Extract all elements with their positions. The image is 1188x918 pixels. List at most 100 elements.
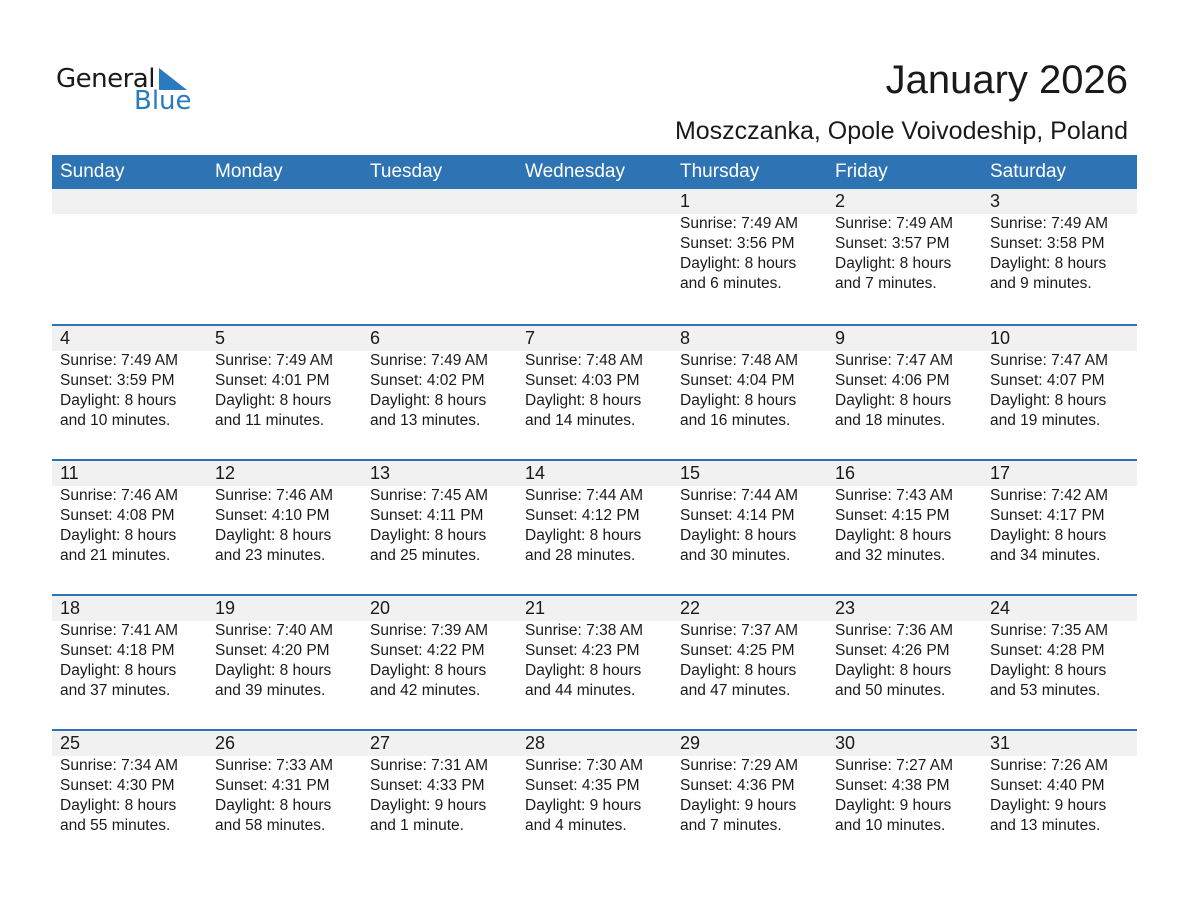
sunrise-text: Sunrise: 7:43 AM bbox=[835, 487, 954, 504]
daylight-text: Daylight: 8 hours bbox=[835, 662, 952, 679]
sunrise-text: Sunrise: 7:38 AM bbox=[525, 622, 644, 639]
empty-day-cell bbox=[207, 189, 362, 324]
sunrise-text: Sunrise: 7:45 AM bbox=[370, 487, 489, 504]
sunrise-text: Sunrise: 7:48 AM bbox=[525, 352, 644, 369]
page-title: January 2026 bbox=[885, 58, 1128, 102]
day-cell: 11 Sunrise: 7:46 AM Sunset: 4:08 PM Dayligh… bbox=[52, 461, 207, 594]
daylight-text: Daylight: 8 hours bbox=[680, 392, 797, 409]
logo-text-blue: Blue bbox=[134, 86, 192, 116]
sunrise-text: Sunrise: 7:49 AM bbox=[60, 352, 179, 369]
daylight-text: Daylight: 8 hours bbox=[990, 527, 1107, 544]
day-cell: 2 Sunrise: 7:49 AM Sunset: 3:57 PM Daylight… bbox=[827, 189, 982, 324]
day-cell: 4 Sunrise: 7:49 AM Sunset: 3:59 PM Daylight… bbox=[52, 326, 207, 459]
daylight-minutes-text: and 55 minutes. bbox=[60, 817, 171, 834]
sunrise-text: Sunrise: 7:47 AM bbox=[835, 352, 954, 369]
sunset-text: Sunset: 3:58 PM bbox=[990, 235, 1105, 252]
day-number: 2 bbox=[835, 191, 846, 211]
daylight-text: Daylight: 8 hours bbox=[370, 527, 487, 544]
day-cell: 14 Sunrise: 7:44 AM Sunset: 4:12 PM Dayligh… bbox=[517, 461, 672, 594]
date-band bbox=[52, 326, 1137, 351]
sunrise-text: Sunrise: 7:29 AM bbox=[680, 757, 799, 774]
day-cell: 19 Sunrise: 7:40 AM Sunset: 4:20 PM Dayligh… bbox=[207, 596, 362, 729]
day-cell: 24 Sunrise: 7:35 AM Sunset: 4:28 PM Dayligh… bbox=[982, 596, 1137, 729]
sunset-text: Sunset: 4:38 PM bbox=[835, 777, 950, 794]
sunset-text: Sunset: 4:11 PM bbox=[370, 507, 484, 524]
day-cell: 7 Sunrise: 7:48 AM Sunset: 4:03 PM Daylight… bbox=[517, 326, 672, 459]
sunrise-text: Sunrise: 7:49 AM bbox=[990, 215, 1109, 232]
sunset-text: Sunset: 4:28 PM bbox=[990, 642, 1105, 659]
weekday-tuesday: Tuesday bbox=[370, 161, 443, 182]
sunrise-text: Sunrise: 7:44 AM bbox=[525, 487, 644, 504]
logo-triangle-icon bbox=[159, 68, 187, 90]
day-cell: 1 Sunrise: 7:49 AM Sunset: 3:56 PM Daylight… bbox=[672, 189, 827, 324]
day-cell: 16 Sunrise: 7:43 AM Sunset: 4:15 PM Dayligh… bbox=[827, 461, 982, 594]
sunset-text: Sunset: 4:23 PM bbox=[525, 642, 640, 659]
sunrise-text: Sunrise: 7:47 AM bbox=[990, 352, 1109, 369]
day-cell: 18 Sunrise: 7:41 AM Sunset: 4:18 PM Dayligh… bbox=[52, 596, 207, 729]
daylight-text: Daylight: 8 hours bbox=[60, 797, 177, 814]
day-number: 10 bbox=[990, 328, 1011, 348]
daylight-minutes-text: and 9 minutes. bbox=[990, 275, 1092, 292]
sunrise-text: Sunrise: 7:40 AM bbox=[215, 622, 334, 639]
day-cell: 5 Sunrise: 7:49 AM Sunset: 4:01 PM Daylight… bbox=[207, 326, 362, 459]
empty-day-cell bbox=[362, 189, 517, 324]
week-row: 11 Sunrise: 7:46 AM Sunset: 4:08 PM Dayligh… bbox=[52, 459, 1137, 594]
sunset-text: Sunset: 4:25 PM bbox=[680, 642, 795, 659]
daylight-minutes-text: and 28 minutes. bbox=[525, 547, 636, 564]
daylight-text: Daylight: 8 hours bbox=[60, 527, 177, 544]
sunrise-text: Sunrise: 7:36 AM bbox=[835, 622, 954, 639]
sunset-text: Sunset: 4:18 PM bbox=[60, 642, 175, 659]
day-number: 19 bbox=[215, 598, 236, 618]
sunset-text: Sunset: 4:35 PM bbox=[525, 777, 640, 794]
day-cell: 12 Sunrise: 7:46 AM Sunset: 4:10 PM Dayligh… bbox=[207, 461, 362, 594]
daylight-minutes-text: and 14 minutes. bbox=[525, 412, 636, 429]
daylight-minutes-text: and 10 minutes. bbox=[60, 412, 171, 429]
day-cell: 25 Sunrise: 7:34 AM Sunset: 4:30 PM Dayligh… bbox=[52, 731, 207, 864]
sunrise-text: Sunrise: 7:48 AM bbox=[680, 352, 799, 369]
daylight-minutes-text: and 21 minutes. bbox=[60, 547, 171, 564]
sunset-text: Sunset: 4:26 PM bbox=[835, 642, 950, 659]
day-cell: 27 Sunrise: 7:31 AM Sunset: 4:33 PM Dayligh… bbox=[362, 731, 517, 864]
sunrise-text: Sunrise: 7:30 AM bbox=[525, 757, 644, 774]
day-cell: 9 Sunrise: 7:47 AM Sunset: 4:06 PM Daylight… bbox=[827, 326, 982, 459]
day-cell: 3 Sunrise: 7:49 AM Sunset: 3:58 PM Daylight… bbox=[982, 189, 1137, 324]
day-number: 17 bbox=[990, 463, 1011, 483]
daylight-minutes-text: and 7 minutes. bbox=[835, 275, 937, 292]
day-cell: 26 Sunrise: 7:33 AM Sunset: 4:31 PM Dayligh… bbox=[207, 731, 362, 864]
day-number: 26 bbox=[215, 733, 236, 753]
daylight-minutes-text: and 34 minutes. bbox=[990, 547, 1101, 564]
sunset-text: Sunset: 4:02 PM bbox=[370, 372, 485, 389]
day-number: 18 bbox=[60, 598, 81, 618]
daylight-minutes-text: and 4 minutes. bbox=[525, 817, 627, 834]
daylight-minutes-text: and 50 minutes. bbox=[835, 682, 946, 699]
logo-text-general: General bbox=[56, 64, 155, 94]
week-row: 25 Sunrise: 7:34 AM Sunset: 4:30 PM Dayligh… bbox=[52, 729, 1137, 864]
sunset-text: Sunset: 4:15 PM bbox=[835, 507, 950, 524]
day-number: 21 bbox=[525, 598, 546, 618]
daylight-text: Daylight: 8 hours bbox=[680, 255, 797, 272]
date-band bbox=[52, 731, 1137, 756]
day-number: 20 bbox=[370, 598, 391, 618]
day-number: 13 bbox=[370, 463, 391, 483]
day-number: 7 bbox=[525, 328, 536, 348]
day-number: 30 bbox=[835, 733, 856, 753]
daylight-text: Daylight: 8 hours bbox=[215, 797, 332, 814]
date-band bbox=[52, 189, 1137, 214]
daylight-minutes-text: and 58 minutes. bbox=[215, 817, 326, 834]
date-band bbox=[52, 461, 1137, 486]
weekday-wednesday: Wednesday bbox=[525, 161, 625, 182]
week-row: 4 Sunrise: 7:49 AM Sunset: 3:59 PM Daylight… bbox=[52, 324, 1137, 459]
day-number: 16 bbox=[835, 463, 856, 483]
sunset-text: Sunset: 4:22 PM bbox=[370, 642, 485, 659]
sunrise-text: Sunrise: 7:35 AM bbox=[990, 622, 1109, 639]
sunset-text: Sunset: 4:31 PM bbox=[215, 777, 330, 794]
daylight-text: Daylight: 8 hours bbox=[370, 392, 487, 409]
sunrise-text: Sunrise: 7:49 AM bbox=[215, 352, 334, 369]
daylight-minutes-text: and 30 minutes. bbox=[680, 547, 791, 564]
day-number: 24 bbox=[990, 598, 1011, 618]
daylight-minutes-text: and 19 minutes. bbox=[990, 412, 1101, 429]
daylight-text: Daylight: 8 hours bbox=[60, 662, 177, 679]
day-cell: 23 Sunrise: 7:36 AM Sunset: 4:26 PM Dayligh… bbox=[827, 596, 982, 729]
sunset-text: Sunset: 4:08 PM bbox=[60, 507, 175, 524]
